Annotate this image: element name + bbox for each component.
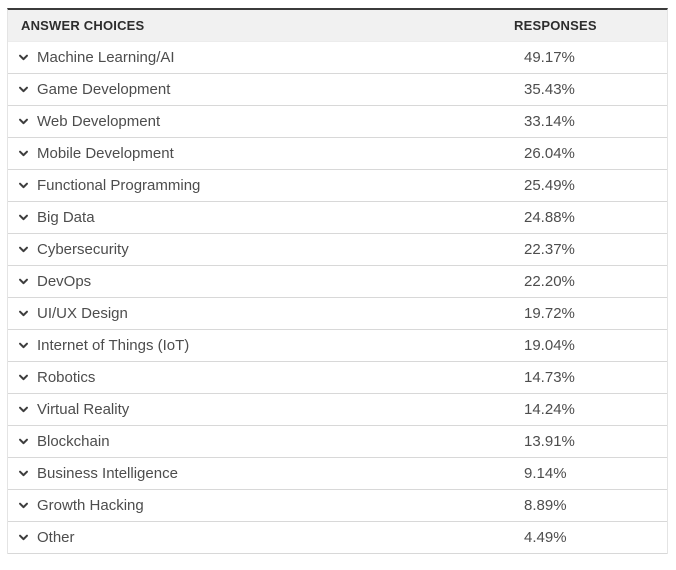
answer-choice-label: Blockchain [37, 433, 110, 450]
table-row[interactable]: Blockchain 13.91% [8, 426, 667, 458]
column-header-answer-choices: ANSWER CHOICES [21, 18, 145, 33]
response-value: 4.49% [524, 529, 567, 546]
chevron-down-icon[interactable] [18, 116, 29, 127]
chevron-down-icon[interactable] [18, 52, 29, 63]
response-value: 13.91% [524, 433, 575, 450]
response-value: 8.89% [524, 497, 567, 514]
survey-results-table: ANSWER CHOICES RESPONSES Machine Learnin… [7, 8, 668, 554]
answer-choice-label: Other [37, 529, 75, 546]
response-value: 24.88% [524, 209, 575, 226]
response-value: 22.37% [524, 241, 575, 258]
response-value: 25.49% [524, 177, 575, 194]
answer-choice-label: Virtual Reality [37, 401, 130, 418]
chevron-down-icon[interactable] [18, 212, 29, 223]
table-row[interactable]: Growth Hacking 8.89% [8, 490, 667, 522]
chevron-down-icon[interactable] [18, 276, 29, 287]
answer-choice-label: Cybersecurity [37, 241, 129, 258]
answer-choice-label: Big Data [37, 209, 95, 226]
table-header: ANSWER CHOICES RESPONSES [8, 10, 667, 42]
table-row[interactable]: Functional Programming 25.49% [8, 170, 667, 202]
response-value: 22.20% [524, 273, 575, 290]
chevron-down-icon[interactable] [18, 468, 29, 479]
response-value: 33.14% [524, 113, 575, 130]
column-header-responses: RESPONSES [514, 18, 597, 33]
chevron-down-icon[interactable] [18, 500, 29, 511]
table-row[interactable]: Mobile Development 26.04% [8, 138, 667, 170]
answer-choice-label: Business Intelligence [37, 465, 178, 482]
answer-choice-label: Web Development [37, 113, 161, 130]
chevron-down-icon[interactable] [18, 372, 29, 383]
table-row[interactable]: Other 4.49% [8, 522, 667, 554]
table-row[interactable]: Big Data 24.88% [8, 202, 667, 234]
chevron-down-icon[interactable] [18, 532, 29, 543]
table-row[interactable]: Robotics 14.73% [8, 362, 667, 394]
table-rows: Machine Learning/AI 49.17% Game Developmen… [8, 42, 667, 554]
response-value: 9.14% [524, 465, 567, 482]
table-row[interactable]: UI/UX Design 19.72% [8, 298, 667, 330]
answer-choice-label: Game Development [37, 81, 171, 98]
table-row[interactable]: DevOps 22.20% [8, 266, 667, 298]
answer-choice-label: UI/UX Design [37, 305, 128, 322]
table-row[interactable]: Virtual Reality 14.24% [8, 394, 667, 426]
chevron-down-icon[interactable] [18, 148, 29, 159]
answer-choice-label: Mobile Development [37, 145, 174, 162]
table-row[interactable]: Game Development 35.43% [8, 74, 667, 106]
response-value: 14.24% [524, 401, 575, 418]
response-value: 14.73% [524, 369, 575, 386]
response-value: 19.04% [524, 337, 575, 354]
chevron-down-icon[interactable] [18, 180, 29, 191]
answer-choice-label: Machine Learning/AI [37, 49, 175, 66]
response-value: 19.72% [524, 305, 575, 322]
answer-choice-label: DevOps [37, 273, 92, 290]
table-row[interactable]: Business Intelligence 9.14% [8, 458, 667, 490]
response-value: 49.17% [524, 49, 575, 66]
chevron-down-icon[interactable] [18, 436, 29, 447]
answer-choice-label: Growth Hacking [37, 497, 144, 514]
table-row[interactable]: Web Development 33.14% [8, 106, 667, 138]
answer-choice-label: Internet of Things (IoT) [37, 337, 190, 354]
chevron-down-icon[interactable] [18, 404, 29, 415]
answer-choice-label: Functional Programming [37, 177, 201, 194]
table-row[interactable]: Internet of Things (IoT) 19.04% [8, 330, 667, 362]
chevron-down-icon[interactable] [18, 308, 29, 319]
table-row[interactable]: Machine Learning/AI 49.17% [8, 42, 667, 74]
response-value: 26.04% [524, 145, 575, 162]
answer-choice-label: Robotics [37, 369, 96, 386]
chevron-down-icon[interactable] [18, 244, 29, 255]
chevron-down-icon[interactable] [18, 84, 29, 95]
table-row[interactable]: Cybersecurity 22.37% [8, 234, 667, 266]
response-value: 35.43% [524, 81, 575, 98]
chevron-down-icon[interactable] [18, 340, 29, 351]
